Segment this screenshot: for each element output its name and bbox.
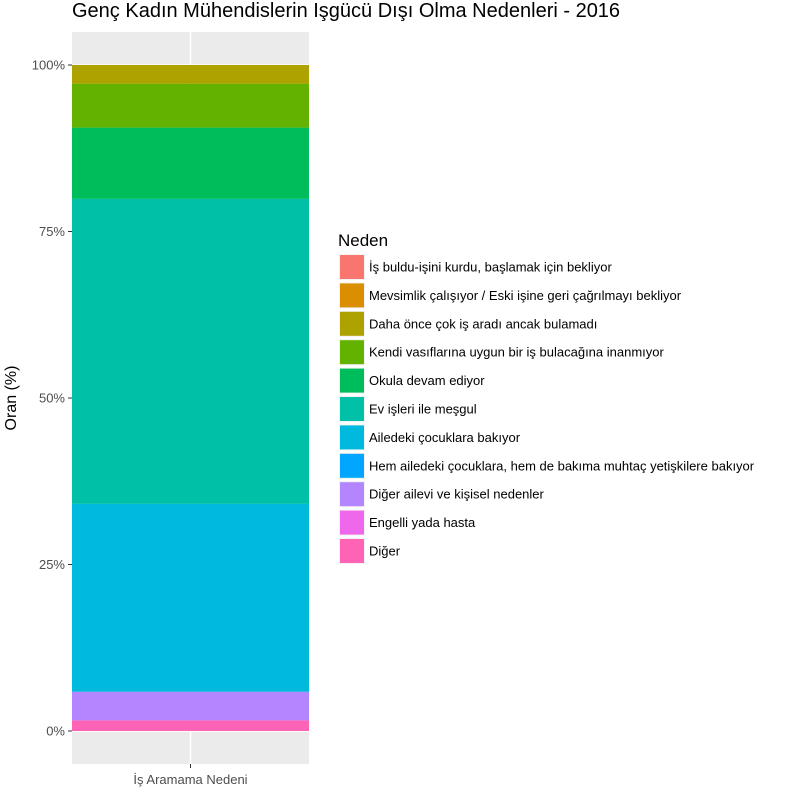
legend-label: Kendi vasıflarına uygun bir iş bulacağın… bbox=[369, 345, 665, 360]
bar-segment bbox=[72, 65, 309, 84]
y-tick-label: 75% bbox=[39, 224, 65, 239]
legend: Neden İş buldu-işini kurdu, başlamak içi… bbox=[338, 231, 755, 564]
bar-segments bbox=[72, 65, 309, 731]
y-tick-label: 25% bbox=[39, 557, 65, 572]
legend-label: İş buldu-işini kurdu, başlamak için bekl… bbox=[369, 260, 612, 275]
y-axis-ticks: 0% 25% 50% 75% 100% bbox=[32, 58, 72, 739]
x-tick-label: İş Aramama Nedeni bbox=[133, 772, 247, 787]
legend-swatch bbox=[340, 311, 364, 336]
bar-segment bbox=[72, 127, 309, 199]
bar-segment bbox=[72, 691, 309, 721]
legend-label: Ev işleri ile meşgul bbox=[369, 402, 477, 417]
bar-segment bbox=[72, 198, 309, 504]
legend-label: Okula devam ediyor bbox=[369, 373, 485, 388]
legend-swatch bbox=[340, 255, 364, 279]
legend-label: Engelli yada hasta bbox=[369, 515, 476, 530]
legend-label: Diğer ailevi ve kişisel nedenler bbox=[369, 487, 545, 502]
y-tick-label: 100% bbox=[32, 58, 66, 73]
x-axis-ticks: İş Aramama Nedeni bbox=[133, 764, 248, 787]
legend-title: Neden bbox=[338, 231, 388, 250]
y-axis-title: Oran (%) bbox=[3, 366, 20, 431]
legend-swatch bbox=[340, 482, 364, 507]
legend-label: Ailedeki çocuklara bakıyor bbox=[369, 430, 521, 445]
legend-swatch bbox=[340, 453, 364, 478]
legend-swatch bbox=[340, 368, 364, 393]
legend-swatch bbox=[340, 539, 364, 563]
y-tick-label: 50% bbox=[39, 391, 65, 406]
legend-label: Diğer bbox=[369, 544, 401, 559]
bar-segment bbox=[72, 503, 309, 692]
legend-swatch bbox=[340, 510, 364, 535]
legend-swatch bbox=[340, 340, 364, 365]
legend-swatch bbox=[340, 425, 364, 450]
legend-swatch bbox=[340, 397, 364, 421]
legend-label: Daha önce çok iş aradı ancak bulamadı bbox=[369, 316, 597, 331]
bar-segment bbox=[72, 83, 309, 128]
legend-label: Mevsimlik çalışıyor / Eski işine geri ça… bbox=[369, 288, 682, 303]
chart-title: Genç Kadın Mühendislerin Işgücü Dışı Olm… bbox=[72, 0, 620, 22]
y-tick-label: 0% bbox=[46, 724, 65, 739]
bar-segment bbox=[72, 720, 309, 731]
legend-label: Hem ailedeki çocuklara, hem de bakıma mu… bbox=[369, 458, 755, 473]
legend-swatch bbox=[340, 283, 364, 308]
